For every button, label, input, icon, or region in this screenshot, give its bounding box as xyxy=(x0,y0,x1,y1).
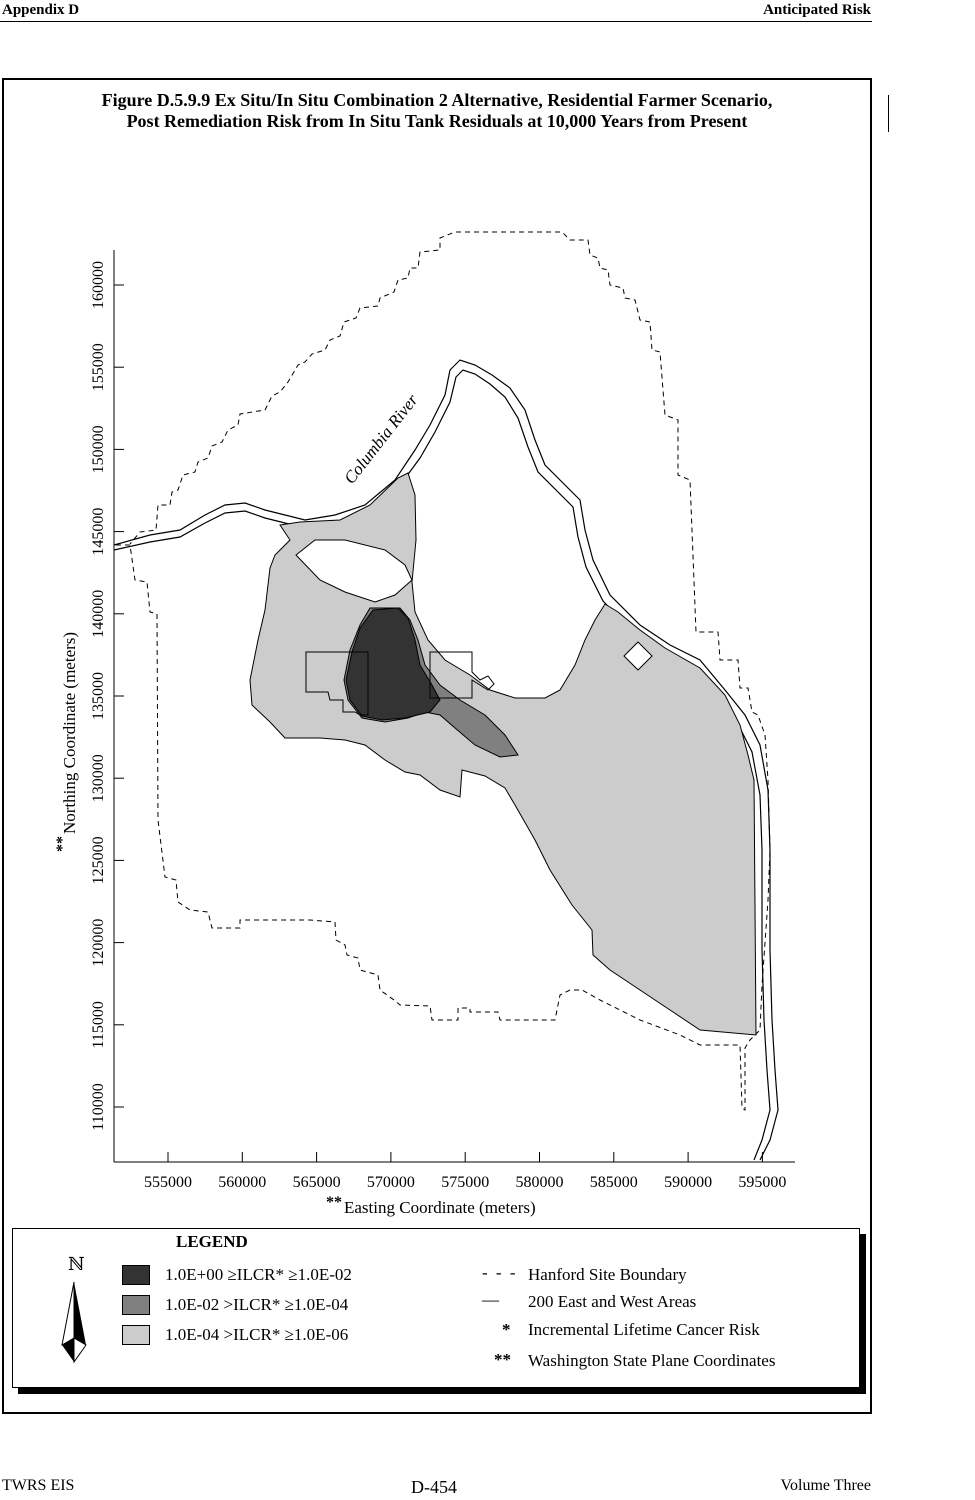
legend-swatch-low xyxy=(122,1325,150,1345)
y-tick-label: 115000 xyxy=(90,1001,107,1048)
axes-frame xyxy=(113,250,795,1163)
legend-label-ilcr: Incremental Lifetime Cancer Risk xyxy=(528,1320,760,1339)
x-tick-label: 555000 xyxy=(144,1174,192,1191)
x-tick-label: 570000 xyxy=(367,1174,415,1191)
columbia-river xyxy=(113,359,779,1161)
legend-label-high: 1.0E+00 ≥ILCR* ≥1.0E-02 xyxy=(165,1265,352,1284)
figure-frame xyxy=(2,78,872,1414)
header-rule xyxy=(0,21,872,22)
hanford-site-boundary xyxy=(116,231,771,1111)
legend-symbol-site-boundary: - - - xyxy=(482,1263,518,1282)
x-axis-title-prefix: ** xyxy=(326,1194,342,1211)
y-axis-title: Northing Coordinate (meters) xyxy=(60,632,79,834)
y-tick-label: 120000 xyxy=(90,919,107,967)
x-tick-label: 575000 xyxy=(441,1174,489,1191)
legend-label-200-areas: 200 East and West Areas xyxy=(528,1292,697,1311)
x-tick-label: 590000 xyxy=(664,1174,712,1191)
north-symbol: ℕ xyxy=(68,1254,84,1275)
figure-title-line1: Figure D.5.9.9 Ex Situ/In Situ Combinati… xyxy=(101,90,773,110)
risk-zone-high xyxy=(345,607,441,721)
x-tick-label: 580000 xyxy=(516,1174,564,1191)
figure-title: Figure D.5.9.9 Ex Situ/In Situ Combinati… xyxy=(2,90,872,132)
legend-swatch-medium xyxy=(122,1295,150,1315)
y-tick-label: 125000 xyxy=(90,836,107,884)
legend-box xyxy=(12,1228,860,1388)
y-axis-ticks: 160000 155000 150000 145000 140000 135000 1300… xyxy=(90,261,124,1131)
y-tick-label: 155000 xyxy=(90,343,107,391)
x-tick-label: 595000 xyxy=(738,1174,786,1191)
header-section: Anticipated Risk xyxy=(763,2,871,18)
legend-symbol-200-areas: — xyxy=(482,1290,499,1309)
figure-title-line2: Post Remediation Risk from In Situ Tank … xyxy=(126,111,748,131)
legend-label-medium: 1.0E-02 >ILCR* ≥1.0E-04 xyxy=(165,1295,349,1314)
margin-bar xyxy=(888,95,889,132)
x-tick-label: 565000 xyxy=(293,1174,341,1191)
y-tick-label: 110000 xyxy=(90,1083,107,1130)
footer-volume: Volume Three xyxy=(780,1477,872,1494)
area-200-east xyxy=(429,651,495,699)
exclusion-area-east xyxy=(623,641,653,671)
y-tick-label: 135000 xyxy=(90,672,107,720)
footer-doc: TWRS EIS xyxy=(2,1477,75,1494)
exclusion-area-north xyxy=(295,539,413,603)
legend-label-site-boundary: Hanford Site Boundary xyxy=(528,1265,687,1284)
y-tick-label: 145000 xyxy=(90,508,107,556)
x-tick-label: 560000 xyxy=(218,1174,266,1191)
legend-symbol-ilcr: * xyxy=(502,1320,511,1339)
x-axis-ticks: 555000 560000 565000 570000 575000 580000 5850… xyxy=(144,1152,786,1191)
y-tick-label: 140000 xyxy=(90,590,107,638)
y-axis-title-prefix: ** xyxy=(54,836,71,852)
y-tick-label: 130000 xyxy=(90,754,107,802)
legend-label-coords: Washington State Plane Coordinates xyxy=(528,1351,776,1370)
area-200-west xyxy=(305,651,369,716)
legend-label-low: 1.0E-04 >ILCR* ≥1.0E-06 xyxy=(165,1325,349,1344)
header-appendix: Appendix D xyxy=(2,2,80,18)
legend-symbol-coords: ** xyxy=(494,1350,511,1369)
legend-title: LEGEND xyxy=(176,1232,248,1251)
north-arrow-icon: ℕ xyxy=(61,1254,87,1364)
x-axis-title: Easting Coordinate (meters) xyxy=(344,1198,536,1217)
y-tick-label: 160000 xyxy=(90,261,107,309)
legend-swatch-high xyxy=(122,1265,150,1285)
x-tick-label: 585000 xyxy=(590,1174,638,1191)
footer-page-number: D-454 xyxy=(411,1477,457,1497)
y-tick-label: 150000 xyxy=(90,425,107,473)
